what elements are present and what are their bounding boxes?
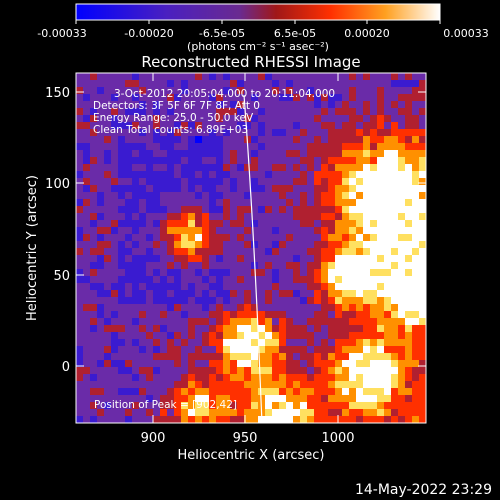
colorbar-tick-1: -0.00020 — [124, 27, 173, 40]
x-tick-950: 950 — [233, 431, 258, 446]
colorbar-units: (photons cm⁻² s⁻¹ asec⁻²) — [187, 40, 329, 53]
colorbar-ticks — [75, 20, 441, 24]
colorbar-tick-5: 0.00033 — [443, 27, 489, 40]
y-tick-0: 0 — [62, 360, 70, 375]
time-range-text: 3-Oct-2012 20:05:04.000 to 20:11:04.000 — [114, 88, 335, 100]
x-tick-900: 900 — [141, 431, 166, 446]
colorbar-tick-4: 0.00020 — [344, 27, 390, 40]
colorbar-tick-3: 6.5e-05 — [274, 27, 316, 40]
colorbar-tick-0: -0.00033 — [37, 27, 86, 40]
plot-frame — [75, 72, 427, 424]
peak-position-text: Position of Peak = [902,42] — [94, 399, 237, 411]
solar-limb-line — [243, 94, 263, 423]
clean-info-text: Clean Total counts: 6.89E+03 — [93, 124, 248, 136]
y-tick-150: 150 — [45, 86, 70, 101]
axis-ticks — [76, 73, 426, 423]
energy-range-text: Energy Range: 25.0 - 50.0 keV — [93, 112, 254, 124]
detectors-text: Detectors: 3F 5F 6F 7F 8F, Att 0 — [93, 100, 260, 112]
y-tick-100: 100 — [45, 177, 70, 192]
y-axis-label: Heliocentric Y (arcsec) — [25, 175, 40, 321]
footer-date: 14-May-2022 23:29 — [355, 482, 492, 498]
emission-map — [76, 73, 426, 423]
y-tick-50: 50 — [53, 269, 70, 284]
x-axis-label: Heliocentric X (arcsec) — [178, 448, 325, 463]
plot-title: Reconstructed RHESSI Image — [141, 53, 360, 71]
x-tick-1000: 1000 — [321, 431, 354, 446]
colorbar — [75, 3, 441, 21]
colorbar-tick-2: -6.5e-05 — [199, 27, 245, 40]
